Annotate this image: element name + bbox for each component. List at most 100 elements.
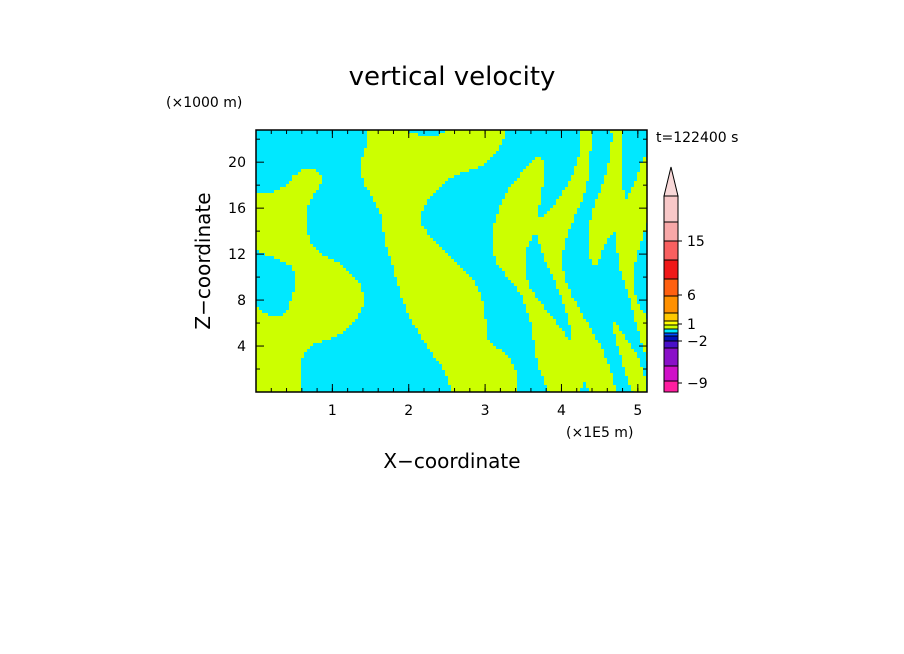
positive-velocity-region [628, 379, 646, 382]
positive-velocity-region [508, 190, 541, 193]
positive-velocity-region [538, 235, 568, 238]
positive-velocity-region [379, 208, 424, 211]
colorbar-label: 6 [687, 288, 696, 304]
x-tick-label: 1 [328, 403, 337, 419]
positive-velocity-region [622, 271, 634, 274]
positive-velocity-region [616, 241, 640, 244]
positive-velocity-region [586, 382, 613, 385]
y-tick-label: 20 [228, 155, 246, 171]
positive-velocity-region [589, 247, 604, 250]
positive-velocity-region [634, 181, 647, 184]
positive-velocity-region [406, 307, 484, 310]
positive-velocity-region [562, 301, 577, 304]
colorbar-extend-arrow [663, 166, 679, 197]
positive-velocity-region [580, 133, 592, 136]
positive-velocity-region [541, 373, 613, 376]
positive-velocity-region [256, 337, 331, 340]
positive-velocity-region [631, 187, 647, 190]
colorbar-label: 15 [687, 234, 705, 250]
positive-velocity-region [625, 373, 643, 376]
y-axis-unit: (×1000 m) [166, 95, 242, 111]
colorbar-segment [663, 295, 679, 314]
positive-velocity-region [580, 145, 592, 148]
positive-velocity-region [595, 202, 647, 205]
positive-velocity-region [256, 346, 310, 349]
positive-velocity-region [625, 367, 643, 370]
positive-velocity-region [295, 283, 361, 286]
positive-velocity-region [301, 169, 316, 172]
positive-velocity-region [496, 259, 526, 262]
positive-velocity-region [289, 304, 364, 307]
positive-velocity-region [379, 211, 421, 214]
positive-velocity-region [625, 280, 634, 283]
positive-velocity-region [640, 169, 647, 172]
positive-velocity-region [421, 337, 487, 340]
colorbar-label: 1 [687, 317, 696, 333]
positive-velocity-region [613, 139, 622, 142]
positive-velocity-region [430, 349, 502, 352]
positive-velocity-region [634, 316, 646, 319]
positive-velocity-region [640, 331, 647, 334]
positive-velocity-region [622, 361, 640, 364]
positive-velocity-region [616, 250, 637, 253]
positive-velocity-region [502, 268, 526, 271]
positive-velocity-region [565, 310, 580, 313]
positive-velocity-region [559, 196, 583, 199]
positive-velocity-region [505, 271, 526, 274]
positive-velocity-region [637, 322, 647, 325]
positive-velocity-region [448, 376, 517, 379]
positive-velocity-region [256, 331, 343, 334]
positive-velocity-region [610, 154, 622, 157]
positive-velocity-region [544, 382, 583, 385]
positive-velocity-region [634, 313, 646, 316]
positive-velocity-region [367, 142, 502, 145]
positive-velocity-region [610, 130, 622, 133]
x-tick-label: 2 [404, 403, 413, 419]
positive-velocity-region [256, 376, 301, 379]
positive-velocity-region [361, 172, 460, 175]
positive-velocity-region [256, 235, 310, 238]
positive-velocity-region [562, 298, 574, 301]
y-tick-label: 4 [237, 339, 246, 355]
colorbar-segment [663, 324, 679, 330]
positive-velocity-region [643, 343, 647, 346]
positive-velocity-region [280, 259, 334, 262]
positive-velocity-region [391, 256, 451, 259]
positive-velocity-region [361, 163, 484, 166]
positive-velocity-region [550, 208, 577, 211]
positive-velocity-region [406, 310, 484, 313]
positive-velocity-region [556, 202, 580, 205]
positive-velocity-region [616, 343, 631, 346]
positive-velocity-region [382, 223, 421, 226]
positive-velocity-region [256, 379, 301, 382]
positive-velocity-region [256, 385, 301, 388]
positive-velocity-region [577, 160, 589, 163]
colorbar-segment [663, 240, 679, 261]
positive-velocity-region [400, 295, 481, 298]
positive-velocity-region [517, 289, 532, 292]
positive-velocity-region [256, 229, 307, 232]
positive-velocity-region [505, 193, 541, 196]
positive-velocity-region [619, 349, 634, 352]
positive-velocity-region [427, 346, 496, 349]
positive-velocity-region [544, 376, 613, 379]
positive-velocity-region [415, 325, 487, 328]
positive-velocity-region [619, 265, 634, 268]
positive-velocity-region [391, 259, 454, 262]
positive-velocity-region [397, 277, 472, 280]
positive-velocity-region [403, 301, 484, 304]
positive-velocity-region [589, 223, 646, 226]
positive-velocity-region [610, 160, 622, 163]
positive-velocity-region [385, 232, 427, 235]
positive-velocity-region [613, 328, 619, 331]
positive-velocity-region [493, 232, 568, 235]
positive-velocity-region [523, 298, 538, 301]
positive-velocity-region [289, 181, 322, 184]
positive-velocity-region [625, 283, 634, 286]
positive-velocity-region [556, 280, 565, 283]
positive-velocity-region [505, 196, 541, 199]
positive-velocity-region [256, 307, 259, 310]
colorbar-segment [663, 278, 679, 297]
colorbar-segment [663, 312, 679, 322]
